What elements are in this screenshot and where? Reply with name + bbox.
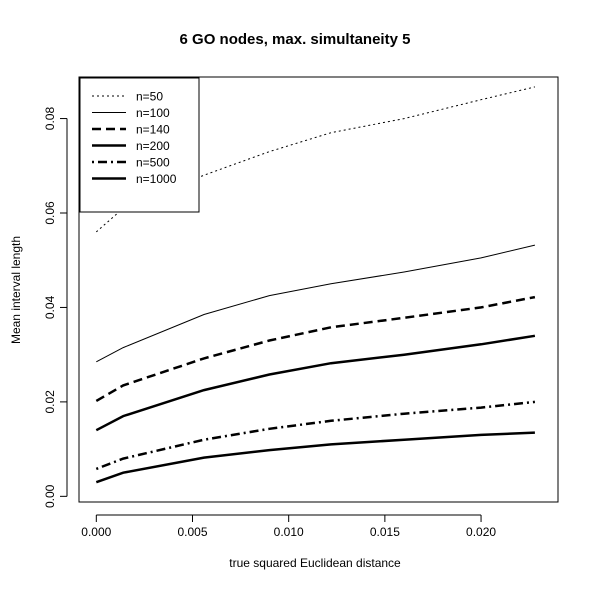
- legend-box: [79, 77, 200, 213]
- y-tick-label: 0.04: [43, 295, 57, 319]
- chart-title: 6 GO nodes, max. simultaneity 5: [180, 31, 411, 48]
- y-tick-label: 0.02: [43, 390, 57, 414]
- x-tick-label: 0.005: [177, 525, 207, 539]
- x-tick-label: 0.010: [274, 525, 304, 539]
- x-axis: 0.000 0.005 0.010 0.015 0.020: [81, 514, 496, 539]
- series-line-n-100: [96, 244, 536, 363]
- plot-frame: [78, 76, 559, 503]
- series-line-n-200: [95, 334, 536, 432]
- y-tick-label: 0.06: [43, 201, 57, 225]
- series-line-n-140: [95, 295, 536, 402]
- y-axis-label: Mean interval length: [9, 236, 23, 344]
- x-tick-label: 0.015: [370, 525, 400, 539]
- legend-label: n=1000: [136, 172, 177, 186]
- legend-label: n=500: [136, 156, 170, 170]
- legend-label: n=140: [136, 123, 170, 137]
- y-tick-label: 0.08: [43, 107, 57, 131]
- legend-label: n=100: [136, 106, 170, 120]
- series-line-n-500: [95, 400, 536, 471]
- x-tick-label: 0.000: [81, 525, 111, 539]
- x-axis-label: true squared Euclidean distance: [229, 556, 401, 570]
- legend-label: n=200: [136, 139, 170, 153]
- legend: n=50 n=100 n=140 n=200 n=500 n=1000: [79, 77, 200, 213]
- legend-label: n=50: [136, 90, 163, 104]
- y-tick-label: 0.00: [43, 484, 57, 508]
- x-tick-label: 0.020: [466, 525, 496, 539]
- series-line-n-1000: [95, 431, 535, 484]
- y-axis: 0.00 0.02 0.04 0.06 0.08: [43, 107, 68, 508]
